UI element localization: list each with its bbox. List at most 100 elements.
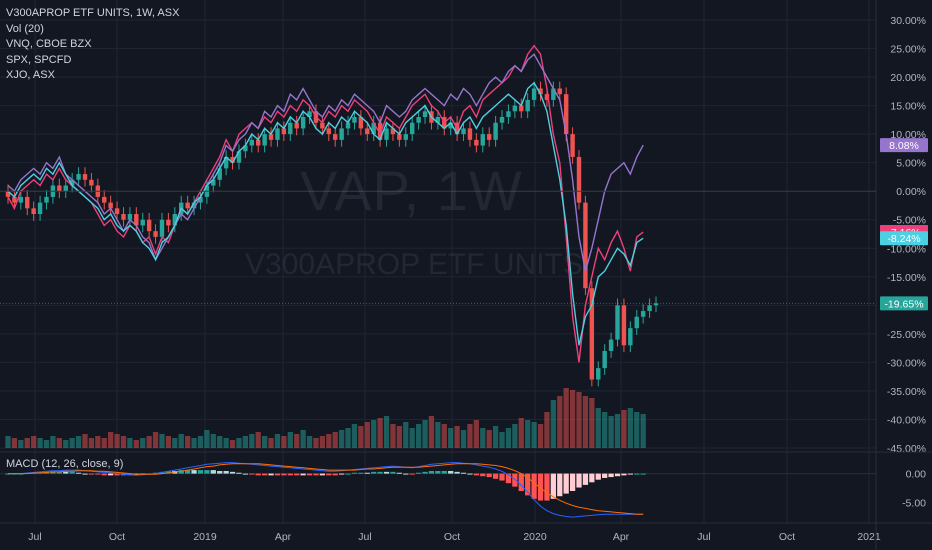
macd-line: [8, 462, 644, 518]
x-tick-label: Apr: [613, 531, 630, 543]
macd-histogram-bar: [563, 473, 569, 494]
volume-bar: [621, 410, 627, 448]
macd-histogram-bar: [165, 470, 172, 474]
y-tick-label: 15.00%: [890, 101, 926, 113]
macd-histogram-bar: [108, 473, 114, 476]
candle-body: [640, 311, 646, 317]
volume-bar: [127, 438, 133, 448]
macd-histogram-bar: [185, 470, 191, 474]
macd-histogram-bar: [383, 471, 390, 474]
candle-body: [390, 128, 396, 135]
macd-histogram-bar: [467, 473, 473, 475]
volume-bar: [287, 432, 293, 448]
macd-histogram-bar: [82, 473, 88, 475]
macd-histogram-bar: [531, 473, 537, 499]
macd-histogram-bar: [390, 471, 396, 474]
candle-body: [435, 117, 441, 123]
macd-histogram-bar: [345, 473, 351, 475]
macd-histogram-bar: [486, 473, 492, 478]
candle-body: [486, 134, 492, 140]
symbol-title[interactable]: V300APROP ETF UNITS, 1W, ASX: [6, 7, 180, 19]
compare-xjo-label[interactable]: XJO, ASX: [6, 69, 55, 81]
volume-bar: [467, 424, 473, 448]
candle-body: [538, 88, 543, 95]
macd-histogram-bar: [63, 471, 69, 474]
candle-body: [281, 128, 287, 135]
macd-histogram-bar: [338, 473, 345, 475]
candle-body: [371, 122, 376, 135]
volume-bar: [595, 408, 601, 448]
volume-bar: [569, 390, 576, 448]
volume-bar: [351, 424, 358, 448]
compare-spx-label[interactable]: SPX, SPCFD: [6, 53, 72, 66]
volume-bar: [589, 398, 595, 448]
volume-bar: [550, 400, 556, 448]
volume-bar: [627, 408, 633, 448]
candle-body: [159, 219, 165, 237]
candle-body: [531, 88, 537, 100]
volume-bar: [88, 438, 95, 448]
macd-histogram-bar: [435, 470, 441, 474]
macd-histogram-bar: [197, 470, 204, 474]
candle-body: [82, 174, 88, 180]
macd-histogram-bar: [557, 473, 563, 497]
volume-bar: [428, 416, 435, 448]
candle-body: [448, 122, 453, 129]
candle-body: [634, 316, 639, 329]
macd-histogram-bar: [621, 473, 627, 476]
macd-histogram-bar: [480, 473, 486, 477]
price-label-box: [880, 231, 928, 246]
macd-histogram-bar: [255, 473, 261, 476]
candle-body: [358, 117, 364, 129]
volume-bar: [544, 412, 550, 448]
macd-histogram-bar: [69, 471, 75, 474]
volume-bar: [255, 432, 261, 448]
candle-body: [589, 288, 595, 380]
candle-body: [37, 202, 43, 215]
volume-bar: [480, 428, 486, 448]
macd-histogram-bar: [88, 473, 95, 475]
macd-histogram-bar: [441, 470, 447, 474]
volume-bar: [300, 430, 306, 448]
macd-histogram-bar: [223, 470, 229, 474]
candle-body: [576, 156, 582, 203]
volume-bar: [486, 430, 492, 448]
candle-body: [89, 179, 94, 186]
macd-histogram-bar: [569, 473, 576, 491]
volume-bar: [24, 438, 30, 448]
candle-body: [653, 303, 659, 306]
volume-bar: [537, 424, 544, 448]
candle-body: [230, 156, 235, 163]
macd-histogram-bar: [364, 472, 370, 474]
volume-bar: [18, 440, 24, 448]
macd-histogram-bar: [550, 473, 556, 499]
candle-body: [332, 134, 338, 140]
volume-bar: [531, 422, 537, 448]
candle-body: [236, 151, 242, 163]
candle-body: [416, 117, 421, 123]
candle-body: [365, 128, 370, 135]
compare-vnq-label[interactable]: VNQ, CBOE BZX: [6, 38, 92, 50]
candle-body: [44, 196, 49, 203]
volume-indicator-label[interactable]: Vol (20): [6, 22, 44, 35]
volume-bar: [50, 436, 56, 448]
volume-bar: [473, 420, 479, 448]
volume-bar: [383, 416, 390, 448]
x-tick-label: 2021: [857, 531, 881, 543]
y-tick-label: 30.00%: [890, 15, 926, 27]
macd-indicator-label[interactable]: MACD (12, 26, close, 9): [6, 458, 124, 470]
macd-histogram-bar: [95, 473, 101, 475]
candle-body: [525, 99, 530, 112]
volume-bar: [69, 438, 75, 448]
candle-body: [262, 134, 267, 146]
volume-bar: [249, 434, 255, 448]
macd-histogram-bar: [595, 473, 601, 480]
macd-histogram-bar: [422, 471, 428, 474]
macd-histogram-bar: [537, 473, 544, 501]
x-tick-label: Jul: [28, 531, 41, 543]
volume-bar: [518, 418, 524, 448]
price-label-text: -8.24%: [887, 233, 920, 245]
volume-bar: [582, 396, 589, 448]
macd-histogram-bar: [371, 471, 377, 474]
